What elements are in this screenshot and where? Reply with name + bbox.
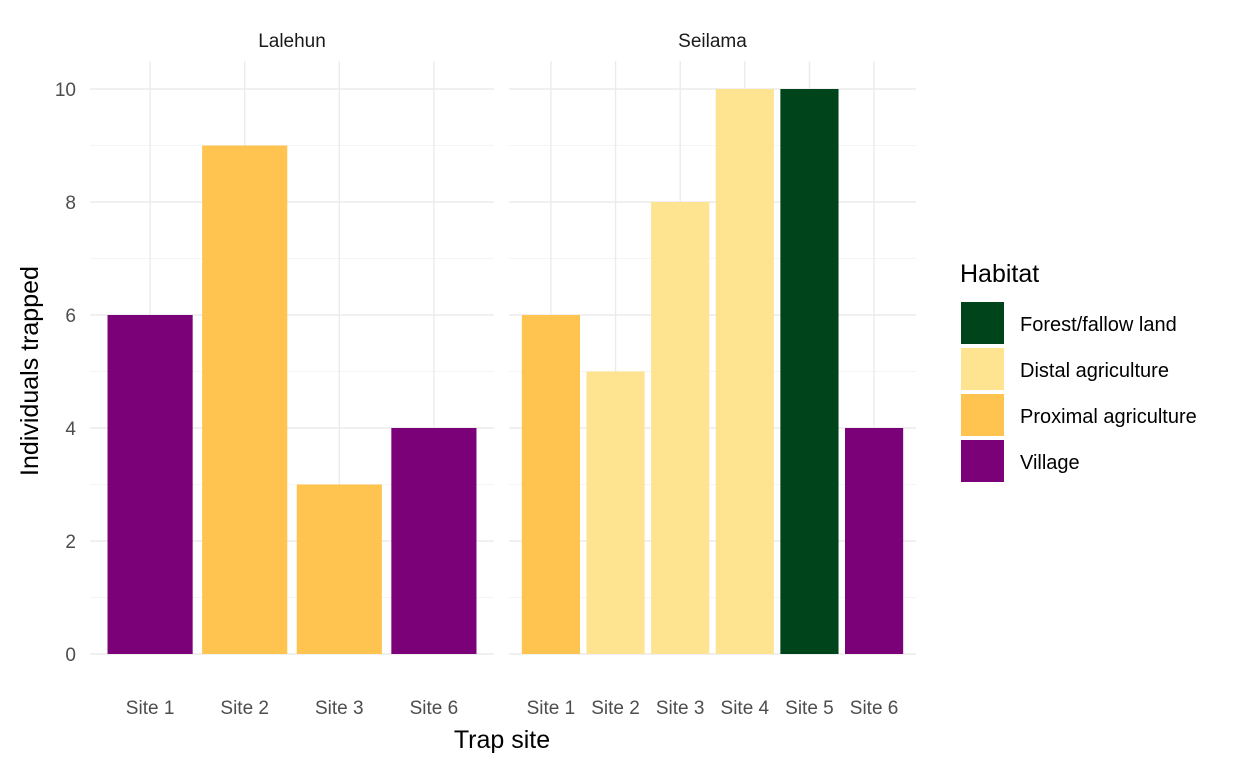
- bar-seilama-site-4: [715, 89, 774, 654]
- legend-swatch: [961, 348, 1004, 390]
- y-axis-title: Individuals trapped: [16, 266, 44, 476]
- facet-title: Lalehun: [258, 31, 326, 52]
- y-tick-label: 10: [55, 80, 76, 101]
- y-tick-label: 8: [65, 193, 76, 214]
- legend-swatch: [961, 440, 1004, 482]
- x-tick-label: Site 5: [785, 698, 834, 719]
- y-tick-label: 4: [65, 419, 76, 440]
- legend-label: Forest/fallow land: [1020, 314, 1177, 336]
- x-axis-title: Trap site: [454, 726, 550, 754]
- y-tick-label: 2: [65, 532, 76, 553]
- legend-swatch: [961, 394, 1004, 436]
- x-tick-label: Site 2: [591, 698, 640, 719]
- bar-lalehun-site-3: [296, 484, 382, 654]
- x-tick-label: Site 3: [656, 698, 705, 719]
- y-tick-label: 6: [65, 306, 76, 327]
- x-tick-label: Site 4: [721, 698, 770, 719]
- bar-seilama-site-5: [780, 89, 839, 654]
- legend-label: Distal agriculture: [1020, 360, 1169, 382]
- legend-title: Habitat: [960, 260, 1039, 288]
- bar-seilama-site-1: [521, 315, 581, 654]
- facet-title: Seilama: [678, 31, 747, 52]
- bar-lalehun-site-2: [202, 145, 288, 654]
- y-axis: 0 2 4 6 8 10: [55, 80, 77, 666]
- x-tick-label: Site 6: [850, 698, 899, 719]
- legend-label: Proximal agriculture: [1020, 406, 1197, 428]
- panel-seilama: Site 1 Site 2 Site 3 Site 4 Site 5 Site 6 Seil…: [509, 31, 916, 719]
- y-tick-label: 0: [65, 645, 76, 666]
- legend-swatch: [961, 302, 1004, 344]
- x-tick-label: Site 2: [220, 698, 269, 719]
- x-tick-label: Site 3: [315, 698, 364, 719]
- bar-lalehun-site-6: [391, 428, 477, 654]
- x-tick-label: Site 1: [126, 698, 175, 719]
- x-tick-label: Site 1: [527, 698, 576, 719]
- legend-label: Village: [1020, 452, 1080, 474]
- bar-seilama-site-3: [651, 202, 710, 654]
- x-tick-label: Site 6: [410, 698, 459, 719]
- bar-seilama-site-6: [844, 428, 904, 654]
- panel-lalehun: Site 1 Site 2 Site 3 Site 6 Lalehun: [90, 31, 494, 719]
- bar-seilama-site-2: [586, 371, 645, 654]
- bar-lalehun-site-1: [107, 315, 193, 654]
- legend: Habitat Forest/fallow land Distal agricul…: [960, 260, 1197, 482]
